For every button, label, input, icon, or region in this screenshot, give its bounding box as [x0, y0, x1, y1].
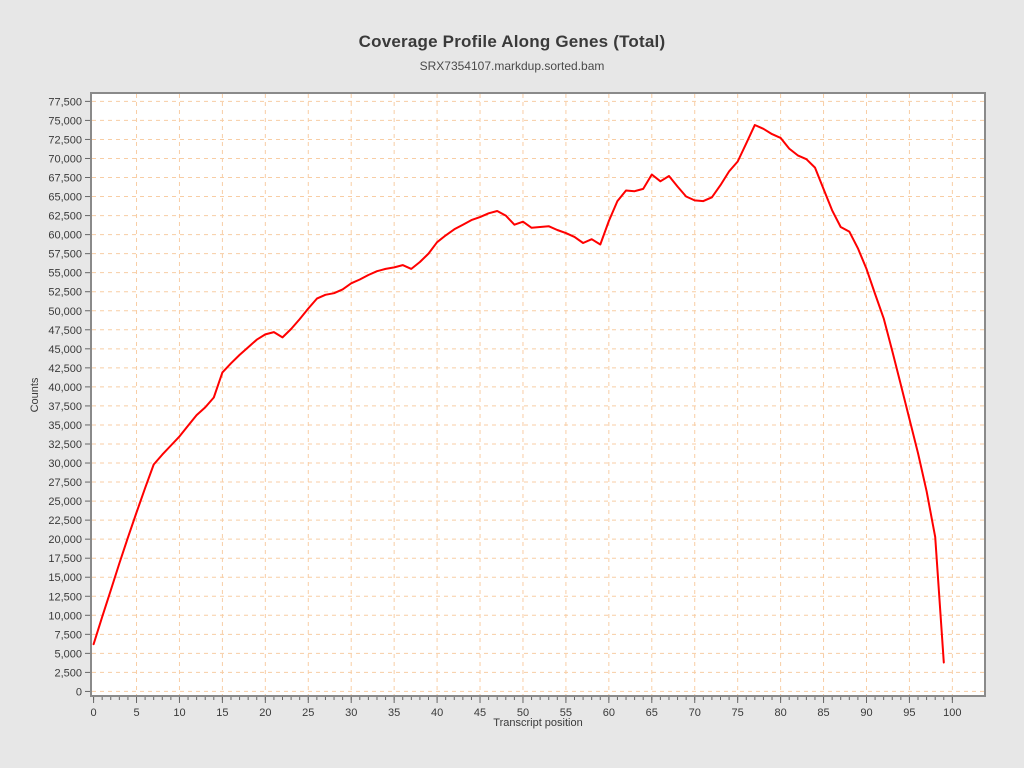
- svg-text:62,500: 62,500: [48, 211, 82, 223]
- svg-text:15,000: 15,000: [48, 572, 82, 584]
- svg-text:15: 15: [216, 707, 228, 719]
- svg-text:75: 75: [732, 707, 744, 719]
- svg-text:57,500: 57,500: [48, 249, 82, 261]
- svg-text:12,500: 12,500: [48, 591, 82, 603]
- svg-text:0: 0: [76, 686, 82, 698]
- svg-text:7,500: 7,500: [54, 629, 82, 641]
- svg-text:50: 50: [517, 707, 529, 719]
- svg-text:25: 25: [302, 707, 314, 719]
- y-axis-title: Counts: [29, 377, 41, 413]
- svg-text:32,500: 32,500: [48, 439, 82, 451]
- svg-text:10,000: 10,000: [48, 610, 82, 622]
- svg-text:72,500: 72,500: [48, 134, 82, 146]
- svg-text:100: 100: [943, 707, 961, 719]
- svg-text:47,500: 47,500: [48, 325, 82, 337]
- svg-text:30,000: 30,000: [48, 458, 82, 470]
- svg-text:20,000: 20,000: [48, 534, 82, 546]
- svg-text:30: 30: [345, 707, 357, 719]
- svg-text:5,000: 5,000: [54, 648, 82, 660]
- svg-text:22,500: 22,500: [48, 515, 82, 527]
- svg-text:77,500: 77,500: [48, 96, 82, 108]
- svg-text:67,500: 67,500: [48, 173, 82, 185]
- svg-text:17,500: 17,500: [48, 553, 82, 565]
- svg-text:70,000: 70,000: [48, 153, 82, 165]
- svg-text:0: 0: [91, 707, 97, 719]
- svg-text:10: 10: [173, 707, 185, 719]
- svg-text:85: 85: [817, 707, 829, 719]
- svg-text:45,000: 45,000: [48, 344, 82, 356]
- svg-text:60,000: 60,000: [48, 230, 82, 242]
- svg-text:25,000: 25,000: [48, 496, 82, 508]
- svg-text:40: 40: [431, 707, 443, 719]
- svg-text:95: 95: [903, 707, 915, 719]
- x-axis-title: Transcript position: [493, 717, 583, 729]
- svg-text:37,500: 37,500: [48, 401, 82, 413]
- svg-text:40,000: 40,000: [48, 382, 82, 394]
- svg-text:2,500: 2,500: [54, 667, 82, 679]
- svg-text:70: 70: [689, 707, 701, 719]
- svg-text:60: 60: [603, 707, 615, 719]
- svg-text:35,000: 35,000: [48, 420, 82, 432]
- svg-text:45: 45: [474, 707, 486, 719]
- svg-text:55: 55: [560, 707, 572, 719]
- chart-title: Coverage Profile Along Genes (Total): [358, 32, 666, 51]
- svg-text:75,000: 75,000: [48, 115, 82, 127]
- chart-subtitle: SRX7354107.markdup.sorted.bam: [419, 59, 605, 73]
- svg-text:35: 35: [388, 707, 400, 719]
- svg-text:42,500: 42,500: [48, 363, 82, 375]
- svg-text:90: 90: [860, 707, 872, 719]
- svg-text:65,000: 65,000: [48, 192, 82, 204]
- svg-text:65: 65: [646, 707, 658, 719]
- svg-text:20: 20: [259, 707, 271, 719]
- svg-text:50,000: 50,000: [48, 306, 82, 318]
- svg-text:5: 5: [133, 707, 139, 719]
- svg-text:52,500: 52,500: [48, 287, 82, 299]
- svg-text:27,500: 27,500: [48, 477, 82, 489]
- svg-text:55,000: 55,000: [48, 268, 82, 280]
- svg-text:80: 80: [774, 707, 786, 719]
